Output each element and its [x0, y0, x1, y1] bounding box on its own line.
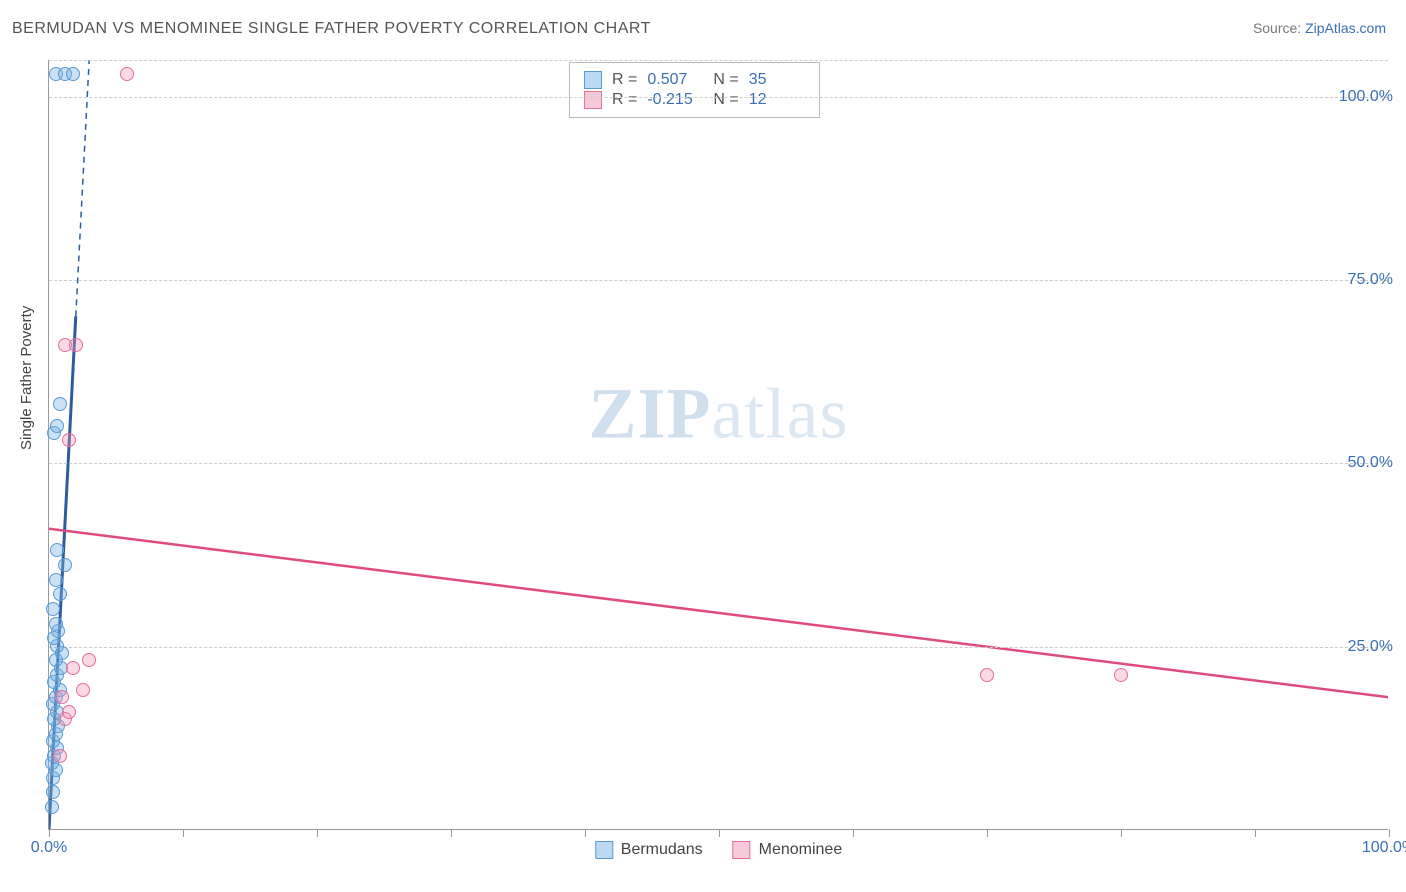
- swatch-bermudans: [595, 841, 613, 859]
- r-label: R =: [612, 71, 637, 89]
- gridline: [49, 60, 1388, 61]
- x-tick-label: 0.0%: [31, 839, 67, 857]
- x-tick: [1121, 829, 1122, 837]
- trend-line: [49, 529, 1388, 697]
- data-point: [1114, 668, 1128, 682]
- data-point: [120, 67, 134, 81]
- y-tick-label: 75.0%: [1348, 271, 1393, 289]
- y-axis-label: Single Father Poverty: [18, 306, 35, 450]
- source-link[interactable]: ZipAtlas.com: [1305, 20, 1386, 36]
- data-point: [62, 705, 76, 719]
- x-tick: [853, 829, 854, 837]
- legend-label-bermudans: Bermudans: [621, 841, 703, 859]
- n-label: N =: [713, 71, 738, 89]
- data-point: [55, 690, 69, 704]
- legend-item-bermudans: Bermudans: [595, 841, 703, 859]
- x-tick: [183, 829, 184, 837]
- data-point: [50, 419, 64, 433]
- scatter-plot: ZIPatlas R = 0.507 N = 35 R = -0.215 N =…: [48, 60, 1388, 830]
- data-point: [69, 338, 83, 352]
- x-tick: [451, 829, 452, 837]
- x-tick: [1389, 829, 1390, 837]
- data-point: [76, 683, 90, 697]
- n-value-menominee: 12: [749, 91, 805, 109]
- watermark-zip: ZIP: [589, 373, 712, 453]
- x-tick: [317, 829, 318, 837]
- gridline: [49, 647, 1388, 648]
- gridline: [49, 280, 1388, 281]
- y-tick-label: 100.0%: [1339, 88, 1393, 106]
- trend-lines: [49, 60, 1388, 829]
- n-label: N =: [713, 91, 738, 109]
- swatch-menominee: [733, 841, 751, 859]
- legend-label-menominee: Menominee: [759, 841, 843, 859]
- chart-title: BERMUDAN VS MENOMINEE SINGLE FATHER POVE…: [12, 20, 651, 38]
- x-tick: [1255, 829, 1256, 837]
- legend-row-bermudans: R = 0.507 N = 35: [584, 71, 805, 89]
- swatch-bermudans: [584, 71, 602, 89]
- data-point: [66, 661, 80, 675]
- data-point: [46, 602, 60, 616]
- legend-row-menominee: R = -0.215 N = 12: [584, 91, 805, 109]
- gridline: [49, 97, 1388, 98]
- correlation-legend: R = 0.507 N = 35 R = -0.215 N = 12: [569, 62, 820, 118]
- r-label: R =: [612, 91, 637, 109]
- watermark-atlas: atlas: [712, 373, 849, 453]
- gridline: [49, 463, 1388, 464]
- data-point: [980, 668, 994, 682]
- data-point: [82, 653, 96, 667]
- x-tick: [987, 829, 988, 837]
- data-point: [49, 573, 63, 587]
- data-point: [46, 785, 60, 799]
- watermark: ZIPatlas: [589, 372, 849, 455]
- data-point: [58, 558, 72, 572]
- data-point: [66, 67, 80, 81]
- y-tick-label: 50.0%: [1348, 454, 1393, 472]
- y-tick-label: 25.0%: [1348, 638, 1393, 656]
- trend-line: [76, 60, 89, 316]
- source-label: Source:: [1253, 20, 1305, 36]
- data-point: [53, 397, 67, 411]
- data-point: [53, 749, 67, 763]
- x-tick: [585, 829, 586, 837]
- swatch-menominee: [584, 91, 602, 109]
- data-point: [45, 800, 59, 814]
- x-tick-label: 100.0%: [1362, 839, 1406, 857]
- data-point: [49, 617, 63, 631]
- data-point: [50, 543, 64, 557]
- x-tick: [719, 829, 720, 837]
- x-tick: [49, 829, 50, 837]
- r-value-menominee: -0.215: [647, 91, 703, 109]
- data-point: [53, 587, 67, 601]
- legend-item-menominee: Menominee: [733, 841, 843, 859]
- r-value-bermudans: 0.507: [647, 71, 703, 89]
- series-legend: Bermudans Menominee: [595, 841, 842, 859]
- n-value-bermudans: 35: [749, 71, 805, 89]
- source-credit: Source: ZipAtlas.com: [1253, 20, 1386, 36]
- data-point: [62, 433, 76, 447]
